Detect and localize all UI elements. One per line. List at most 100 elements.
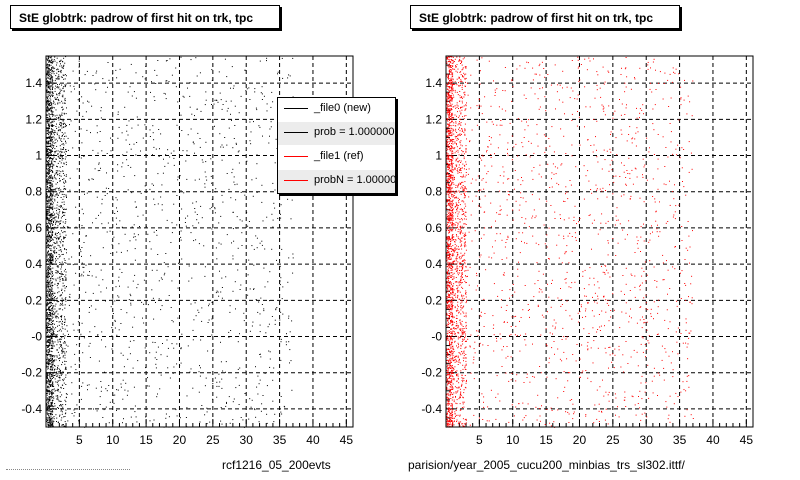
scatter-point [48, 124, 50, 126]
scatter-point [447, 250, 449, 251]
scatter-point [211, 318, 213, 320]
scatter-point [60, 155, 62, 157]
scatter-point [103, 409, 105, 411]
scatter-point [448, 255, 450, 257]
scatter-point [46, 420, 48, 422]
scatter-point [211, 316, 213, 318]
scatter-point [452, 143, 454, 145]
scatter-point [105, 406, 107, 408]
scatter-point [450, 79, 452, 81]
scatter-point [204, 104, 206, 106]
scatter-point [235, 387, 237, 389]
scatter-point [47, 122, 48, 124]
scatter-point [48, 105, 50, 107]
scatter-point [48, 247, 50, 248]
scatter-point [451, 169, 453, 171]
scatter-point [57, 227, 59, 228]
scatter-point [145, 225, 147, 227]
scatter-point [446, 413, 448, 415]
scatter-point [449, 367, 451, 369]
scatter-point [130, 295, 132, 297]
scatter-point [48, 136, 50, 138]
scatter-point [49, 336, 51, 338]
scatter-point [451, 146, 453, 147]
scatter-point [449, 113, 450, 115]
scatter-point [61, 417, 63, 419]
scatter-point [448, 184, 450, 186]
scatter-point [52, 400, 54, 401]
scatter-point [48, 221, 50, 223]
scatter-point [51, 128, 53, 130]
scatter-point [51, 169, 52, 171]
scatter-point [48, 422, 50, 424]
scatter-point [51, 94, 53, 96]
scatter-point [52, 207, 54, 209]
scatter-point [449, 415, 451, 417]
scatter-point [47, 236, 49, 238]
scatter-point [46, 96, 48, 98]
scatter-point [446, 242, 448, 243]
scatter-point [448, 409, 450, 411]
scatter-point [64, 399, 66, 401]
scatter-point [47, 239, 48, 241]
scatter-point [253, 264, 255, 266]
scatter-point [450, 69, 452, 71]
scatter-point [47, 335, 49, 337]
scatter-point [104, 195, 106, 196]
scatter-point [446, 305, 448, 306]
scatter-point [47, 358, 49, 360]
scatter-point [60, 386, 62, 388]
scatter-point [451, 156, 453, 158]
scatter-point [448, 294, 450, 295]
scatter-point [446, 130, 448, 132]
scatter-point [259, 126, 261, 128]
scatter-point [46, 160, 48, 162]
scatter-point [63, 188, 65, 190]
scatter-point [448, 186, 450, 188]
scatter-point [446, 258, 448, 260]
scatter-point [78, 239, 80, 241]
scatter-point [51, 132, 52, 134]
scatter-point [51, 228, 53, 230]
scatter-point [204, 414, 206, 416]
scatter-point [186, 178, 188, 180]
scatter-point [282, 286, 284, 288]
scatter-point [47, 270, 49, 271]
scatter-point [450, 373, 452, 375]
scatter-point [88, 384, 90, 386]
scatter-point [450, 78, 452, 80]
scatter-point [452, 166, 454, 168]
scatter-point [59, 368, 60, 370]
scatter-point [63, 201, 65, 203]
scatter-point [46, 85, 48, 87]
scatter-point [119, 220, 121, 222]
scatter-point [52, 255, 54, 257]
scatter-point [450, 257, 452, 259]
scatter-point [450, 129, 452, 131]
scatter-point [46, 295, 48, 297]
scatter-point [446, 119, 448, 121]
scatter-point [154, 69, 156, 71]
scatter-point [49, 417, 51, 419]
scatter-point [106, 153, 108, 154]
scatter-point [179, 417, 181, 419]
scatter-point [225, 276, 227, 278]
scatter-point [269, 300, 270, 302]
scatter-point [288, 257, 290, 259]
scatter-point [47, 101, 49, 103]
scatter-point [64, 180, 66, 182]
scatter-point [451, 181, 453, 183]
scatter-point [259, 379, 261, 381]
scatter-point [137, 234, 139, 236]
scatter-point [48, 210, 50, 212]
scatter-point [56, 132, 58, 134]
scatter-point [53, 278, 55, 280]
scatter-point [47, 230, 49, 232]
scatter-point [144, 185, 146, 187]
scatter-point [48, 233, 49, 234]
scatter-point [47, 207, 49, 209]
scatter-point [269, 271, 271, 273]
scatter-point [451, 161, 453, 163]
scatter-point [448, 185, 450, 187]
scatter-point [274, 323, 276, 325]
